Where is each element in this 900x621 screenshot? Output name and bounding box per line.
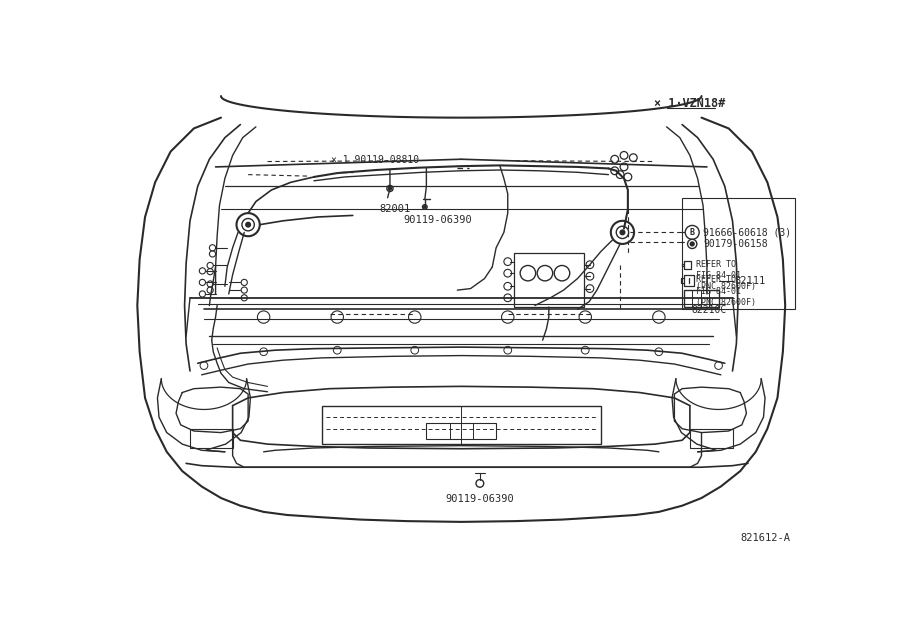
- Text: × 1 90119-08810: × 1 90119-08810: [331, 155, 419, 165]
- Text: B: B: [689, 228, 695, 237]
- Text: × 1·VZN18#: × 1·VZN18#: [654, 97, 725, 111]
- Text: 821612-A: 821612-A: [741, 533, 790, 543]
- Text: REFER TO
FIG 84-01
(PNC 82600F): REFER TO FIG 84-01 (PNC 82600F): [696, 260, 756, 291]
- Text: 90119-06390: 90119-06390: [403, 215, 472, 225]
- Bar: [514, 253, 584, 307]
- Circle shape: [620, 230, 625, 235]
- Bar: [682, 197, 795, 309]
- Text: 90119-06390: 90119-06390: [446, 494, 514, 504]
- Text: 82001: 82001: [380, 204, 411, 214]
- Circle shape: [389, 187, 392, 190]
- Bar: [690, 428, 733, 448]
- Text: 90179-06158: 90179-06158: [703, 239, 768, 249]
- Bar: [427, 424, 496, 438]
- Bar: [190, 428, 232, 448]
- Bar: [322, 406, 601, 444]
- Circle shape: [424, 206, 426, 208]
- Circle shape: [690, 242, 694, 246]
- Bar: [684, 290, 718, 307]
- Circle shape: [246, 222, 250, 227]
- Text: 82111: 82111: [734, 276, 766, 286]
- Text: 91666-60618 (3): 91666-60618 (3): [703, 227, 791, 237]
- Text: REFER TO
FIG 84-01
(PNC 82600F): REFER TO FIG 84-01 (PNC 82600F): [696, 276, 756, 307]
- Text: 82210C: 82210C: [691, 305, 726, 315]
